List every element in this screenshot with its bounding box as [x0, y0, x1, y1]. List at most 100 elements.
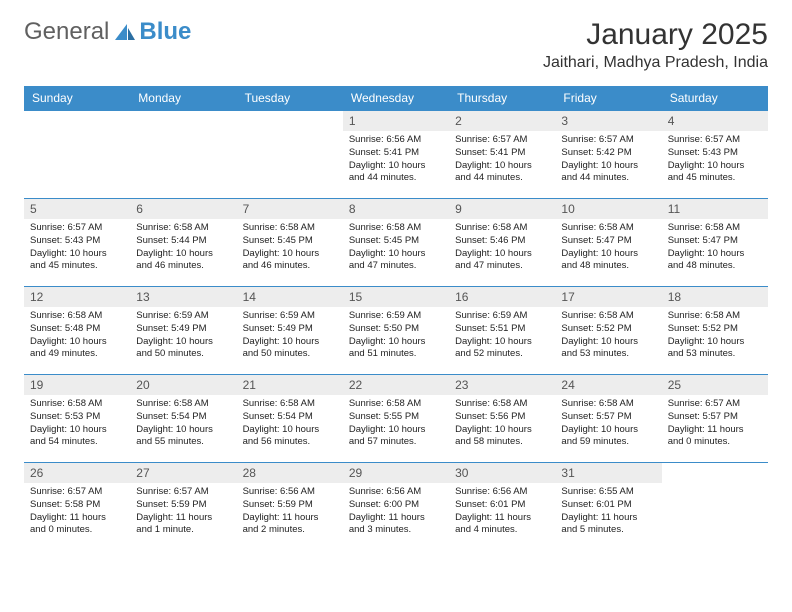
- day-details: Sunrise: 6:58 AMSunset: 5:48 PMDaylight:…: [24, 307, 130, 363]
- calendar-cell: 29Sunrise: 6:56 AMSunset: 6:00 PMDayligh…: [343, 463, 449, 551]
- day-details: Sunrise: 6:58 AMSunset: 5:47 PMDaylight:…: [662, 219, 768, 275]
- day-details: Sunrise: 6:58 AMSunset: 5:54 PMDaylight:…: [237, 395, 343, 451]
- title-block: January 2025 Jaithari, Madhya Pradesh, I…: [543, 18, 768, 72]
- calendar-body: 1Sunrise: 6:56 AMSunset: 5:41 PMDaylight…: [24, 111, 768, 551]
- calendar-cell: 2Sunrise: 6:57 AMSunset: 5:41 PMDaylight…: [449, 111, 555, 199]
- day-number: 2: [449, 111, 555, 131]
- day-details: Sunrise: 6:58 AMSunset: 5:56 PMDaylight:…: [449, 395, 555, 451]
- calendar-cell: [24, 111, 130, 199]
- logo-text-1: General: [24, 18, 109, 46]
- day-number: 9: [449, 199, 555, 219]
- day-number: 25: [662, 375, 768, 395]
- day-number: 29: [343, 463, 449, 483]
- day-number: 30: [449, 463, 555, 483]
- calendar-cell: 5Sunrise: 6:57 AMSunset: 5:43 PMDaylight…: [24, 199, 130, 287]
- calendar-cell: [237, 111, 343, 199]
- calendar-cell: 13Sunrise: 6:59 AMSunset: 5:49 PMDayligh…: [130, 287, 236, 375]
- day-number: 6: [130, 199, 236, 219]
- calendar-row: 26Sunrise: 6:57 AMSunset: 5:58 PMDayligh…: [24, 463, 768, 551]
- calendar-table: SundayMondayTuesdayWednesdayThursdayFrid…: [24, 86, 768, 551]
- day-details: Sunrise: 6:59 AMSunset: 5:51 PMDaylight:…: [449, 307, 555, 363]
- day-number: 24: [555, 375, 661, 395]
- day-number: 28: [237, 463, 343, 483]
- day-details: Sunrise: 6:55 AMSunset: 6:01 PMDaylight:…: [555, 483, 661, 539]
- calendar-cell: 26Sunrise: 6:57 AMSunset: 5:58 PMDayligh…: [24, 463, 130, 551]
- calendar-cell: 20Sunrise: 6:58 AMSunset: 5:54 PMDayligh…: [130, 375, 236, 463]
- day-details: Sunrise: 6:57 AMSunset: 5:59 PMDaylight:…: [130, 483, 236, 539]
- calendar-cell: 1Sunrise: 6:56 AMSunset: 5:41 PMDaylight…: [343, 111, 449, 199]
- location: Jaithari, Madhya Pradesh, India: [543, 54, 768, 72]
- day-details: Sunrise: 6:58 AMSunset: 5:52 PMDaylight:…: [555, 307, 661, 363]
- day-details: Sunrise: 6:58 AMSunset: 5:52 PMDaylight:…: [662, 307, 768, 363]
- weekday-header: Saturday: [662, 86, 768, 111]
- logo-sail-icon: [113, 22, 137, 42]
- calendar-cell: [130, 111, 236, 199]
- day-details: Sunrise: 6:56 AMSunset: 6:01 PMDaylight:…: [449, 483, 555, 539]
- calendar-row: 5Sunrise: 6:57 AMSunset: 5:43 PMDaylight…: [24, 199, 768, 287]
- month-title: January 2025: [543, 18, 768, 52]
- calendar-cell: 28Sunrise: 6:56 AMSunset: 5:59 PMDayligh…: [237, 463, 343, 551]
- day-details: Sunrise: 6:58 AMSunset: 5:55 PMDaylight:…: [343, 395, 449, 451]
- calendar-cell: 15Sunrise: 6:59 AMSunset: 5:50 PMDayligh…: [343, 287, 449, 375]
- day-number: 17: [555, 287, 661, 307]
- day-details: Sunrise: 6:59 AMSunset: 5:50 PMDaylight:…: [343, 307, 449, 363]
- calendar-cell: 24Sunrise: 6:58 AMSunset: 5:57 PMDayligh…: [555, 375, 661, 463]
- day-details: Sunrise: 6:57 AMSunset: 5:41 PMDaylight:…: [449, 131, 555, 187]
- day-number: 1: [343, 111, 449, 131]
- calendar-cell: 27Sunrise: 6:57 AMSunset: 5:59 PMDayligh…: [130, 463, 236, 551]
- logo-text-2: Blue: [139, 18, 191, 46]
- day-details: Sunrise: 6:58 AMSunset: 5:54 PMDaylight:…: [130, 395, 236, 451]
- calendar-row: 1Sunrise: 6:56 AMSunset: 5:41 PMDaylight…: [24, 111, 768, 199]
- day-details: Sunrise: 6:56 AMSunset: 6:00 PMDaylight:…: [343, 483, 449, 539]
- day-details: Sunrise: 6:58 AMSunset: 5:44 PMDaylight:…: [130, 219, 236, 275]
- day-details: Sunrise: 6:59 AMSunset: 5:49 PMDaylight:…: [130, 307, 236, 363]
- calendar-cell: 17Sunrise: 6:58 AMSunset: 5:52 PMDayligh…: [555, 287, 661, 375]
- calendar-cell: 6Sunrise: 6:58 AMSunset: 5:44 PMDaylight…: [130, 199, 236, 287]
- day-number: 18: [662, 287, 768, 307]
- calendar-cell: 31Sunrise: 6:55 AMSunset: 6:01 PMDayligh…: [555, 463, 661, 551]
- day-number: 10: [555, 199, 661, 219]
- day-details: Sunrise: 6:58 AMSunset: 5:53 PMDaylight:…: [24, 395, 130, 451]
- day-details: Sunrise: 6:59 AMSunset: 5:49 PMDaylight:…: [237, 307, 343, 363]
- day-number: 23: [449, 375, 555, 395]
- day-number: 31: [555, 463, 661, 483]
- weekday-header: Friday: [555, 86, 661, 111]
- weekday-header: Wednesday: [343, 86, 449, 111]
- day-details: Sunrise: 6:57 AMSunset: 5:58 PMDaylight:…: [24, 483, 130, 539]
- day-details: Sunrise: 6:56 AMSunset: 5:59 PMDaylight:…: [237, 483, 343, 539]
- day-number: 27: [130, 463, 236, 483]
- calendar-cell: 23Sunrise: 6:58 AMSunset: 5:56 PMDayligh…: [449, 375, 555, 463]
- page-header: General Blue January 2025 Jaithari, Madh…: [24, 18, 768, 72]
- weekday-header-row: SundayMondayTuesdayWednesdayThursdayFrid…: [24, 86, 768, 111]
- calendar-cell: 8Sunrise: 6:58 AMSunset: 5:45 PMDaylight…: [343, 199, 449, 287]
- calendar-cell: 14Sunrise: 6:59 AMSunset: 5:49 PMDayligh…: [237, 287, 343, 375]
- weekday-header: Tuesday: [237, 86, 343, 111]
- calendar-cell: 18Sunrise: 6:58 AMSunset: 5:52 PMDayligh…: [662, 287, 768, 375]
- day-number: 14: [237, 287, 343, 307]
- logo: General Blue: [24, 18, 191, 46]
- weekday-header: Sunday: [24, 86, 130, 111]
- day-number: 3: [555, 111, 661, 131]
- calendar-cell: 22Sunrise: 6:58 AMSunset: 5:55 PMDayligh…: [343, 375, 449, 463]
- calendar-cell: 21Sunrise: 6:58 AMSunset: 5:54 PMDayligh…: [237, 375, 343, 463]
- calendar-cell: 25Sunrise: 6:57 AMSunset: 5:57 PMDayligh…: [662, 375, 768, 463]
- day-number: 5: [24, 199, 130, 219]
- day-details: Sunrise: 6:57 AMSunset: 5:42 PMDaylight:…: [555, 131, 661, 187]
- day-number: 8: [343, 199, 449, 219]
- calendar-row: 12Sunrise: 6:58 AMSunset: 5:48 PMDayligh…: [24, 287, 768, 375]
- day-details: Sunrise: 6:57 AMSunset: 5:43 PMDaylight:…: [662, 131, 768, 187]
- calendar-cell: 11Sunrise: 6:58 AMSunset: 5:47 PMDayligh…: [662, 199, 768, 287]
- day-number: 21: [237, 375, 343, 395]
- day-number: 26: [24, 463, 130, 483]
- day-number: 15: [343, 287, 449, 307]
- weekday-header: Thursday: [449, 86, 555, 111]
- day-number: 13: [130, 287, 236, 307]
- day-number: 11: [662, 199, 768, 219]
- day-number: 7: [237, 199, 343, 219]
- day-details: Sunrise: 6:58 AMSunset: 5:45 PMDaylight:…: [343, 219, 449, 275]
- day-details: Sunrise: 6:58 AMSunset: 5:47 PMDaylight:…: [555, 219, 661, 275]
- calendar-cell: 10Sunrise: 6:58 AMSunset: 5:47 PMDayligh…: [555, 199, 661, 287]
- day-number: 22: [343, 375, 449, 395]
- calendar-cell: 16Sunrise: 6:59 AMSunset: 5:51 PMDayligh…: [449, 287, 555, 375]
- calendar-row: 19Sunrise: 6:58 AMSunset: 5:53 PMDayligh…: [24, 375, 768, 463]
